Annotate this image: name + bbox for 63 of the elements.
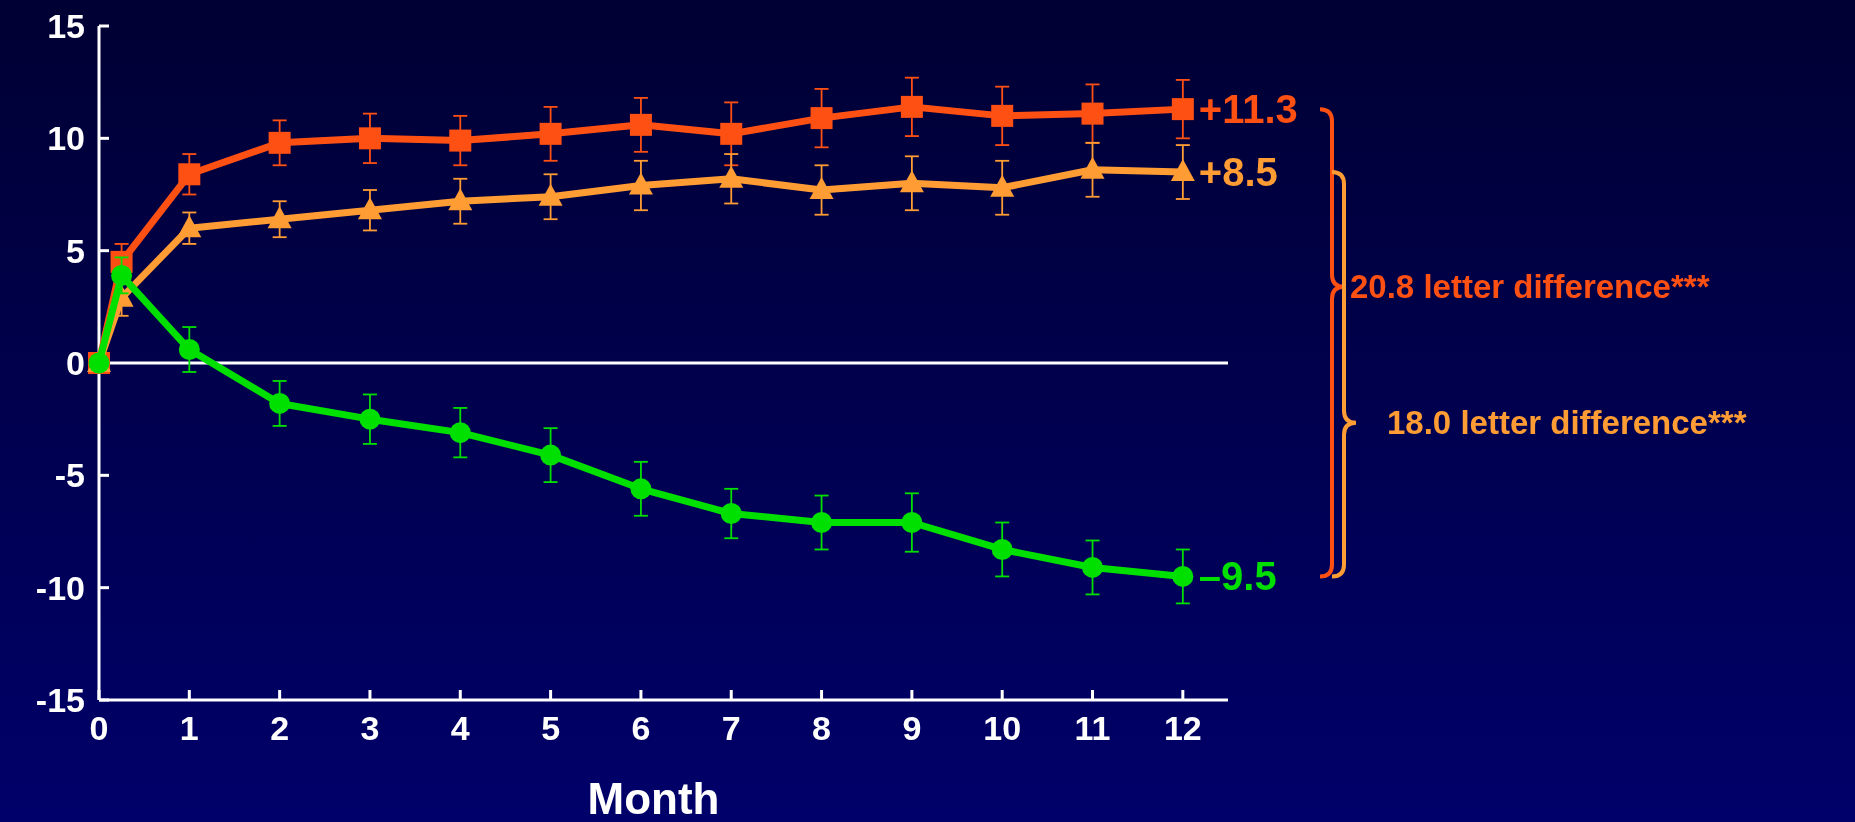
point <box>449 129 472 152</box>
point <box>630 478 652 500</box>
point <box>448 188 473 211</box>
point <box>178 339 200 361</box>
point <box>719 165 744 188</box>
y-tick-label: 10 <box>47 119 85 158</box>
point <box>991 104 1014 127</box>
x-tick-label: 4 <box>450 709 470 747</box>
x-tick-label: 7 <box>721 709 741 747</box>
point <box>178 163 201 186</box>
point <box>268 131 291 154</box>
point <box>901 512 923 534</box>
point <box>1082 556 1104 578</box>
point <box>358 127 381 150</box>
point <box>811 512 833 534</box>
point <box>540 444 562 466</box>
point <box>267 206 292 229</box>
point <box>177 215 202 238</box>
x-tick-label: 11 <box>1074 709 1111 747</box>
x-tick-label: 6 <box>631 709 651 747</box>
x-tick-label: 5 <box>541 709 561 747</box>
point <box>357 197 382 220</box>
point <box>449 422 471 444</box>
y-tick-label: -15 <box>35 680 85 719</box>
x-tick-label: 1 <box>179 709 199 747</box>
point <box>111 264 133 286</box>
point <box>629 113 652 136</box>
point <box>1080 156 1105 179</box>
point <box>1171 98 1194 121</box>
annotation: –9.5 <box>1198 554 1277 599</box>
x-tick-label: 2 <box>270 709 290 747</box>
point <box>720 122 743 145</box>
point <box>539 122 562 145</box>
text: 20.8 letter difference*** <box>1350 268 1710 306</box>
point <box>628 172 653 195</box>
y-tick-label: 15 <box>47 6 85 45</box>
point <box>809 177 834 200</box>
x-axis-title: Month <box>587 774 720 822</box>
text: 18.0 letter difference*** <box>1387 404 1747 442</box>
x-tick-label: 3 <box>360 709 380 747</box>
point <box>1170 159 1195 182</box>
point <box>1081 102 1104 125</box>
y-tick-label: -5 <box>54 456 85 495</box>
point <box>269 392 291 414</box>
point <box>810 107 833 130</box>
point <box>1172 565 1194 587</box>
point <box>720 503 742 525</box>
point <box>991 538 1013 560</box>
point <box>359 408 381 430</box>
point <box>900 95 923 118</box>
annotation: +8.5 <box>1198 150 1278 195</box>
x-tick-label: 9 <box>902 709 922 747</box>
x-tick-label: 0 <box>89 709 109 747</box>
x-tick-label: 10 <box>983 709 1022 747</box>
x-tick-label: 12 <box>1163 709 1202 747</box>
y-tick-label: 0 <box>66 343 85 382</box>
x-tick-label: 8 <box>812 709 832 747</box>
y-tick-label: -10 <box>35 568 85 607</box>
point <box>990 174 1015 197</box>
point <box>899 170 924 193</box>
point <box>538 183 563 206</box>
annotation: +11.3 <box>1198 87 1298 132</box>
y-tick-label: 5 <box>66 231 85 270</box>
